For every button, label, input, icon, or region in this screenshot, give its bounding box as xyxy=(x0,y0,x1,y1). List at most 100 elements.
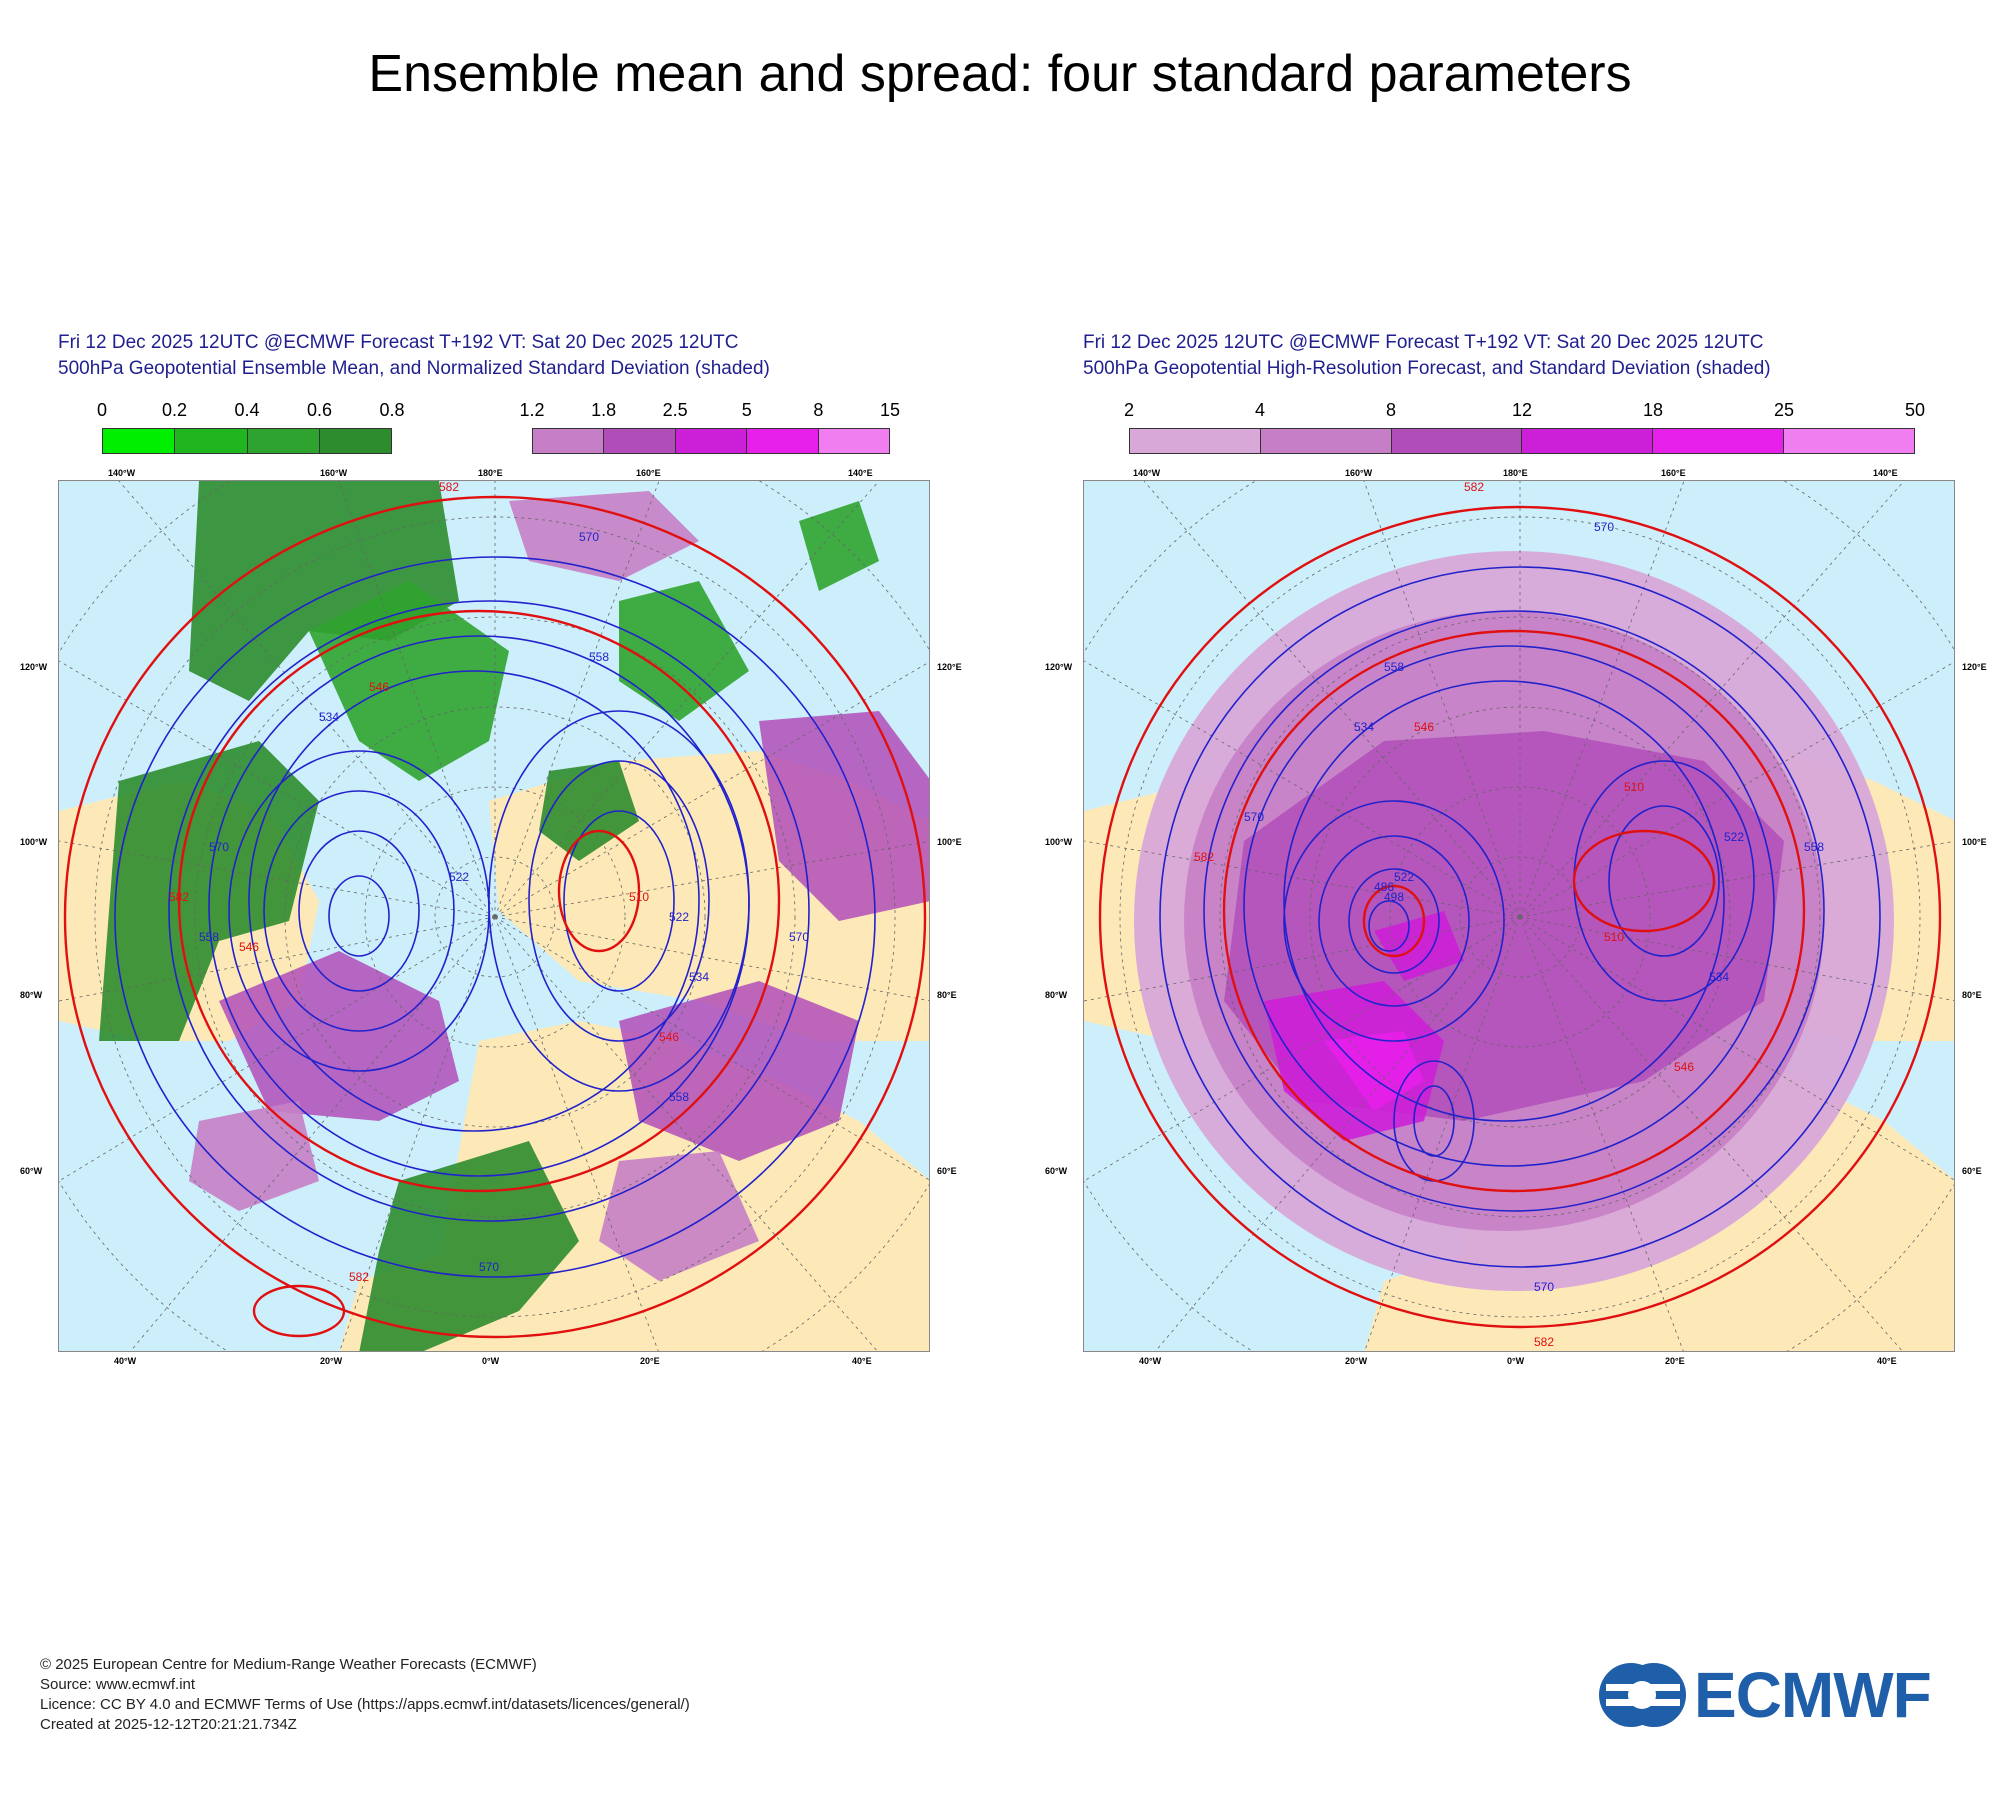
legend-swatch xyxy=(175,429,248,453)
contour-label: 510 xyxy=(1624,780,1644,794)
contour-label: 558 xyxy=(199,930,219,944)
panel-header-line1: Fri 12 Dec 2025 12UTC @ECMWF Forecast T+… xyxy=(1083,332,1764,353)
standard-deviation-legend: 2 4 8 12 18 25 50 xyxy=(1124,400,1925,460)
legend-colorbar xyxy=(1129,428,1915,454)
longitude-label: 60°E xyxy=(1962,1166,1982,1176)
longitude-label: 120°E xyxy=(937,662,962,672)
contour-label: 570 xyxy=(1244,810,1264,824)
legend-tick: 18 xyxy=(1643,400,1664,420)
legend-tick: 50 xyxy=(1904,400,1926,420)
panel-hres-forecast: Fri 12 Dec 2025 12UTC @ECMWF Forecast T+… xyxy=(1083,330,1963,1366)
legend-tick: 1.8 xyxy=(591,400,617,420)
longitude-label: 180°E xyxy=(1503,468,1528,478)
footer-source: Source: www.ecmwf.int xyxy=(40,1676,196,1693)
contour-label: 546 xyxy=(1414,720,1434,734)
legend-tick: 0 xyxy=(96,400,108,420)
longitude-label: 160°W xyxy=(1345,468,1373,478)
contour-label: 570 xyxy=(1534,1280,1554,1294)
longitude-label: 40°W xyxy=(114,1356,137,1366)
longitude-label: 100°E xyxy=(937,837,962,847)
legend-swatch xyxy=(247,429,320,453)
contour-label: 582 xyxy=(439,481,459,494)
longitude-label: 180°E xyxy=(478,468,503,478)
longitude-label: 120°W xyxy=(1045,662,1073,672)
panel-header-line2: 500hPa Geopotential Ensemble Mean, and N… xyxy=(58,358,770,379)
contour-label: 570 xyxy=(789,930,809,944)
contour-label: 558 xyxy=(1384,660,1404,674)
normalized-sd-purple-legend: 1.2 1.8 2.5 5 8 15 xyxy=(519,400,900,460)
legend-swatch xyxy=(1391,429,1523,453)
contour-label: 510 xyxy=(1604,930,1624,944)
spread-shading xyxy=(1374,911,1464,981)
contour-label: 582 xyxy=(1464,481,1484,494)
legend-swatch xyxy=(533,429,605,453)
contour-label: 534 xyxy=(1709,970,1729,984)
longitude-label: 120°W xyxy=(20,662,48,672)
legend-tick: 2.5 xyxy=(662,400,688,420)
legend-swatch xyxy=(1784,429,1914,453)
legend-swatch xyxy=(1260,429,1392,453)
spread-shading xyxy=(359,1141,579,1351)
spread-shading xyxy=(219,951,459,1121)
contour-label: 498 xyxy=(1384,890,1404,904)
footer-created: Created at 2025-12-12T20:21:21.734Z xyxy=(40,1716,297,1733)
legend-swatch xyxy=(747,429,819,453)
legend-swatch xyxy=(1522,429,1654,453)
legend-tick: 8 xyxy=(1385,400,1396,420)
contour-label: 582 xyxy=(1194,850,1214,864)
contour-label: 534 xyxy=(1354,720,1374,734)
contour-label: 570 xyxy=(479,1260,499,1274)
graticule xyxy=(1084,481,1954,1351)
longitude-label: 20°E xyxy=(1665,1356,1685,1366)
contour-label: 582 xyxy=(169,890,189,904)
contour-label: 546 xyxy=(369,680,389,694)
longitude-label: 60°W xyxy=(1045,1166,1068,1176)
longitude-label: 160°E xyxy=(1661,468,1686,478)
legend-swatch xyxy=(675,429,748,453)
contour-label: 522 xyxy=(1724,830,1744,844)
longitude-label: 60°E xyxy=(937,1166,957,1176)
contour-label: 534 xyxy=(319,710,339,724)
map-canvas: 582 570 558 546 534 522 510 498 486 582 … xyxy=(1084,481,1954,1351)
contour-label: 582 xyxy=(349,1270,369,1284)
height-contours xyxy=(1159,566,1881,1268)
normalized-sd-green-legend: 0 0.2 0.4 0.6 0.8 xyxy=(97,400,405,460)
longitude-label: 40°W xyxy=(1139,1356,1162,1366)
longitude-label: 140°E xyxy=(1873,468,1898,478)
spread-shading xyxy=(189,481,459,701)
contour-label: 522 xyxy=(1394,870,1414,884)
contour-label: 570 xyxy=(579,530,599,544)
longitude-label: 0°W xyxy=(1507,1356,1525,1366)
longitude-label: 140°W xyxy=(1133,468,1161,478)
longitude-label: 80°E xyxy=(1962,990,1982,1000)
page-title: Ensemble mean and spread: four standard … xyxy=(368,45,1632,103)
legend-swatch xyxy=(604,429,676,453)
contour-label: 570 xyxy=(1594,520,1614,534)
legend-swatch xyxy=(818,429,890,453)
legend-colorbar xyxy=(102,428,392,454)
longitude-label: 20°E xyxy=(640,1356,660,1366)
panel-header: Fri 12 Dec 2025 12UTC @ECMWF Forecast T+… xyxy=(58,330,938,382)
legend-swatch xyxy=(1653,429,1785,453)
graticule xyxy=(59,481,929,1351)
longitude-label: 80°W xyxy=(1045,990,1068,1000)
contour-label: 534 xyxy=(689,970,709,984)
longitude-label: 20°W xyxy=(1345,1356,1368,1366)
longitude-label: 120°E xyxy=(1962,662,1987,672)
legend-swatch xyxy=(319,429,391,453)
contour-label: 558 xyxy=(1804,840,1824,854)
panel-header: Fri 12 Dec 2025 12UTC @ECMWF Forecast T+… xyxy=(1083,330,1963,382)
footer-copyright: © 2025 European Centre for Medium-Range … xyxy=(40,1656,537,1673)
contour-label: 522 xyxy=(449,870,469,884)
contour-label: 486 xyxy=(1374,880,1394,894)
contour-label: 558 xyxy=(669,1090,689,1104)
legend-swatch xyxy=(103,429,176,453)
longitude-label: 140°E xyxy=(848,468,873,478)
contour-label: 558 xyxy=(589,650,609,664)
longitude-label: 100°W xyxy=(20,837,48,847)
footer-licence: Licence: CC BY 4.0 and ECMWF Terms of Us… xyxy=(40,1696,690,1713)
map-canvas: 582 570 558 546 534 522 510 582 570 558 … xyxy=(59,481,929,1351)
panel-ensemble-mean: Fri 12 Dec 2025 12UTC @ECMWF Forecast T+… xyxy=(58,330,938,1366)
legend-tick: 4 xyxy=(1255,400,1266,420)
legend-colorbar xyxy=(532,428,890,454)
